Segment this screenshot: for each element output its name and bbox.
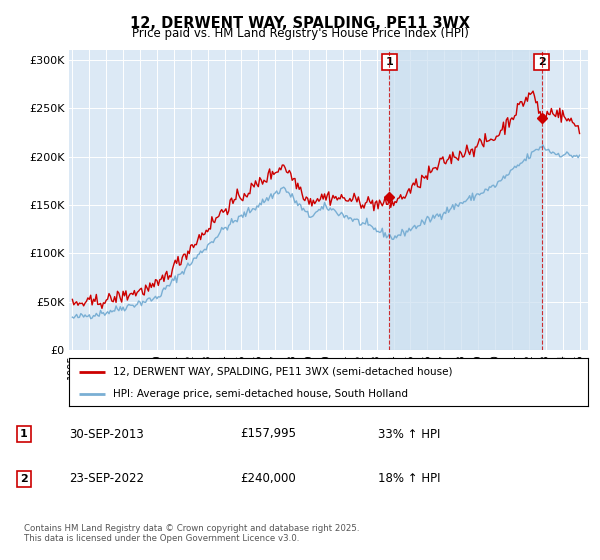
Text: HPI: Average price, semi-detached house, South Holland: HPI: Average price, semi-detached house,… bbox=[113, 389, 408, 399]
Text: 23-SEP-2022: 23-SEP-2022 bbox=[69, 472, 144, 486]
Text: 12, DERWENT WAY, SPALDING, PE11 3WX (semi-detached house): 12, DERWENT WAY, SPALDING, PE11 3WX (sem… bbox=[113, 367, 452, 377]
Text: Contains HM Land Registry data © Crown copyright and database right 2025.
This d: Contains HM Land Registry data © Crown c… bbox=[24, 524, 359, 543]
Text: 33% ↑ HPI: 33% ↑ HPI bbox=[378, 427, 440, 441]
Text: £157,995: £157,995 bbox=[240, 427, 296, 441]
Text: £240,000: £240,000 bbox=[240, 472, 296, 486]
Text: 1: 1 bbox=[20, 429, 28, 439]
Text: 1: 1 bbox=[385, 57, 393, 67]
Text: 12, DERWENT WAY, SPALDING, PE11 3WX: 12, DERWENT WAY, SPALDING, PE11 3WX bbox=[130, 16, 470, 31]
Text: 18% ↑ HPI: 18% ↑ HPI bbox=[378, 472, 440, 486]
Text: 2: 2 bbox=[20, 474, 28, 484]
Text: Price paid vs. HM Land Registry's House Price Index (HPI): Price paid vs. HM Land Registry's House … bbox=[131, 27, 469, 40]
Bar bbox=[389, 50, 542, 350]
Text: 2: 2 bbox=[538, 57, 545, 67]
Text: 30-SEP-2013: 30-SEP-2013 bbox=[69, 427, 144, 441]
